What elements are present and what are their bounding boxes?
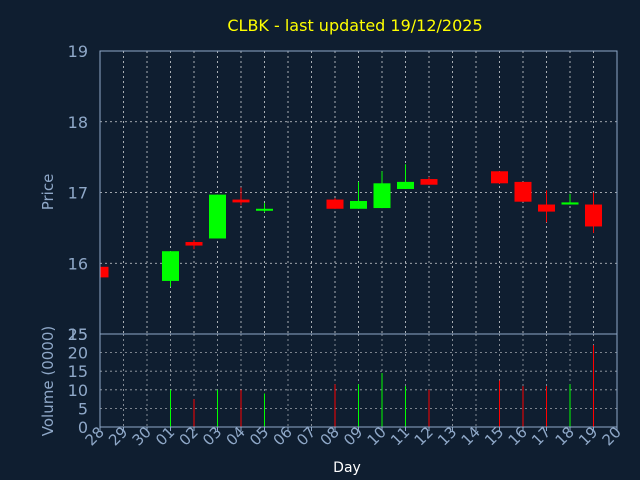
candle-body xyxy=(326,199,344,209)
chart-title: CLBK - last updated 19/12/2025 xyxy=(227,16,482,35)
volume-tick-label: 25 xyxy=(68,325,88,344)
candle-body xyxy=(232,199,250,203)
volume-tick-label: 10 xyxy=(68,381,88,400)
volume-panel: 2520151050282930010203040506070809101112… xyxy=(68,325,625,449)
price-tick-label: 17 xyxy=(68,184,88,203)
candle-body xyxy=(100,266,109,278)
volume-tick-label: 15 xyxy=(68,362,88,381)
price-tick-label: 15 xyxy=(68,325,88,344)
volume-tick-label: 20 xyxy=(68,344,88,363)
price-panel: 19 18 17 16 15 xyxy=(68,42,618,344)
candle-body xyxy=(373,183,391,209)
candle-body xyxy=(209,194,226,239)
candle-body xyxy=(256,208,273,211)
candle-body xyxy=(538,204,555,212)
candle-body xyxy=(397,181,414,189)
volume-tick-label: 5 xyxy=(78,399,88,418)
candle-body xyxy=(162,251,179,281)
price-axis-label: Price xyxy=(39,174,57,211)
candle-body xyxy=(514,181,532,202)
price-tick-label: 18 xyxy=(68,113,88,132)
price-tick-label: 19 xyxy=(68,42,88,61)
volume-axis-label: Volume (0000) xyxy=(39,326,57,436)
candle-body xyxy=(185,242,203,246)
price-tick-label: 16 xyxy=(68,254,88,273)
candle-body xyxy=(561,202,579,205)
candle-body xyxy=(585,204,602,227)
day-axis-label: Day xyxy=(333,460,361,476)
candle-body xyxy=(491,171,508,184)
volume-tick-label: 0 xyxy=(78,418,88,437)
candle-body xyxy=(350,200,367,209)
candle-body xyxy=(420,179,438,185)
